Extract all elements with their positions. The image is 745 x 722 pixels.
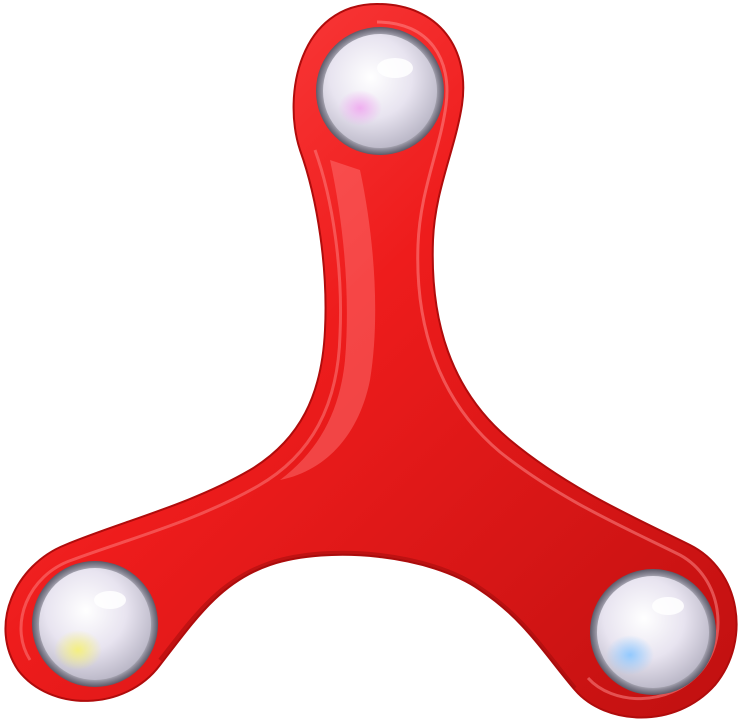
spinner-inner-ring-left: [19, 149, 343, 661]
bearing-top: [316, 27, 444, 155]
spinner-arch-shadow: [158, 550, 577, 690]
spinner-sheen: [280, 160, 376, 480]
spinner-body: [4, 2, 738, 719]
bearing-bottom-right: [590, 569, 716, 695]
bearing-left-highlight: [94, 591, 126, 609]
bearing-right-highlight: [652, 597, 684, 615]
bearing-top-highlight: [377, 58, 413, 78]
spinner-body-shape: [4, 2, 738, 719]
bearing-top-face: [323, 34, 437, 148]
bearing-left-glint: [54, 630, 102, 670]
bearing-right-glint: [606, 635, 654, 675]
bearing-top-glint: [338, 90, 382, 126]
bearing-bottom-left: [32, 561, 158, 687]
bearing-right-face: [597, 576, 709, 688]
